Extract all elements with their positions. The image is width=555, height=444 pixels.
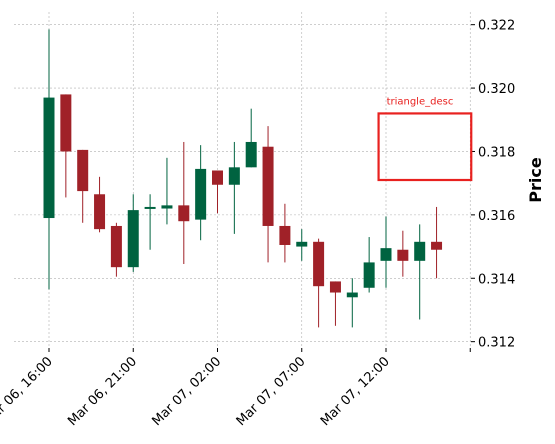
y-tick-label: 0.322 [478,19,515,34]
candle-body [77,150,88,191]
candle [128,194,139,272]
candle-body [330,281,341,292]
candle [330,281,341,325]
candle [229,142,240,234]
candle-body [279,226,290,245]
candle [347,278,358,327]
candle [111,223,122,277]
candle-body [161,205,172,208]
candle [364,237,375,292]
candle [44,29,55,289]
candle [60,94,71,197]
candle [77,150,88,223]
annotations: triangle_desc [379,96,472,180]
candles [44,29,443,327]
candle-body [296,242,307,247]
candle [296,229,307,261]
candle-body [414,242,425,261]
candle-body [381,248,392,261]
candle-body [195,169,206,220]
candle-body [263,147,274,226]
candle [414,224,425,319]
x-tick-label: Mar 06, 16:00 [0,354,56,429]
annotation-label: triangle_desc [387,96,454,107]
candle-body [111,226,122,267]
candle-body [431,242,442,250]
x-tick-label: Mar 07, 07:00 [234,354,309,429]
candle-body [145,207,156,209]
candle [195,145,206,240]
candle [397,231,408,277]
candle [145,194,156,249]
candle-body [397,250,408,261]
candle [161,158,172,225]
candle [381,216,392,287]
candle-body [44,98,55,218]
y-tick-label: 0.314 [478,272,515,287]
annotation-rectangle [379,113,472,180]
y-tick-label: 0.318 [478,145,515,160]
candle-body [94,194,105,229]
candle-body [313,242,324,286]
candle-body [229,167,240,184]
candle [212,170,223,213]
x-tick-label: Mar 06, 21:00 [65,354,140,429]
candle [246,109,257,168]
candle [431,207,442,278]
candle [94,177,105,232]
x-tick-label: Mar 07, 02:00 [149,354,224,429]
candle-body [212,170,223,184]
y-tick-label: 0.312 [478,336,515,351]
y-axis-title: Price [526,157,545,203]
candle-body [60,94,71,151]
candle-body [128,210,139,267]
y-tick-label: 0.320 [478,82,515,97]
candle [178,142,189,264]
candle-body [364,262,375,287]
x-tick-label: Mar 07, 12:00 [318,354,393,429]
candle-body [178,205,189,221]
candle [279,204,290,263]
y-tick-label: 0.316 [478,209,515,224]
candle-body [347,293,358,298]
candle [313,239,324,328]
candle [263,126,274,262]
candle-body [246,142,257,167]
axes: 0.312 0.314 0.316 0.318 0.320 0.322 Mar 06, 16… [0,19,515,429]
